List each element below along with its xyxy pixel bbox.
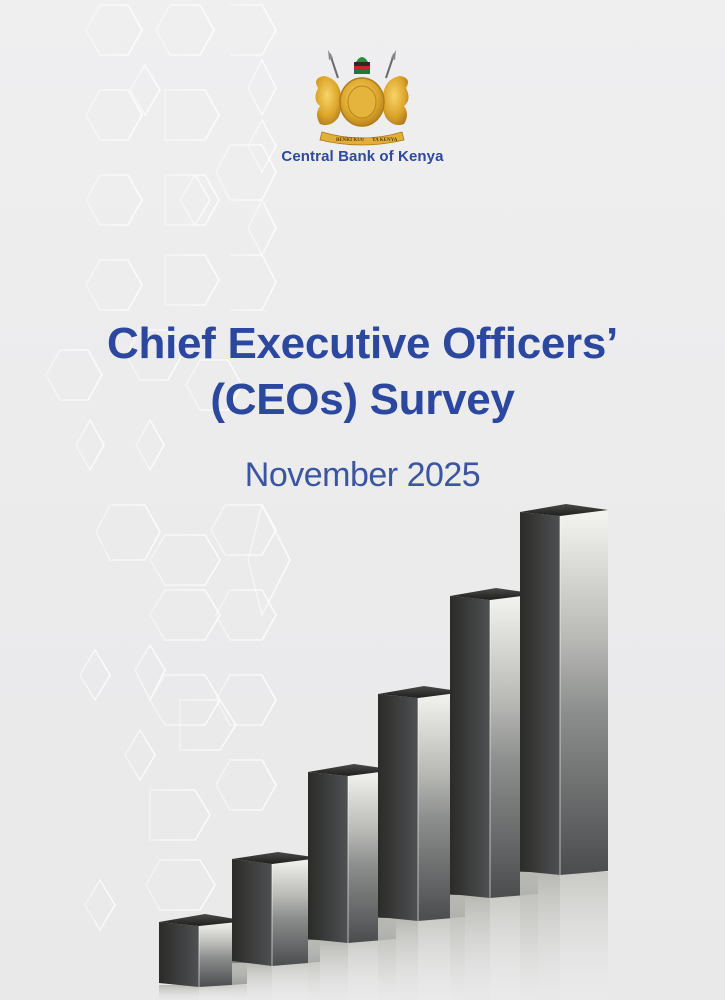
title-line-2: (CEOs) Survey (210, 375, 515, 424)
organization-name: Central Bank of Kenya (281, 148, 444, 165)
bar-2 (232, 852, 320, 1000)
logo-motto-right: YA KENYA (372, 138, 398, 143)
bar-6 (520, 504, 608, 1000)
report-title: Chief Executive Officers’ (CEOs) Survey (0, 316, 725, 428)
bar-5 (450, 588, 538, 1000)
logo-motto-left: BENKI KUU (336, 138, 365, 143)
report-date: November 2025 (244, 456, 481, 494)
title-line-1: Chief Executive Officers’ (107, 319, 618, 368)
kenya-coat-of-arms-icon: BENKI KUU YA KENYA (315, 50, 409, 146)
hexagon-pattern-background (45, 4, 291, 932)
